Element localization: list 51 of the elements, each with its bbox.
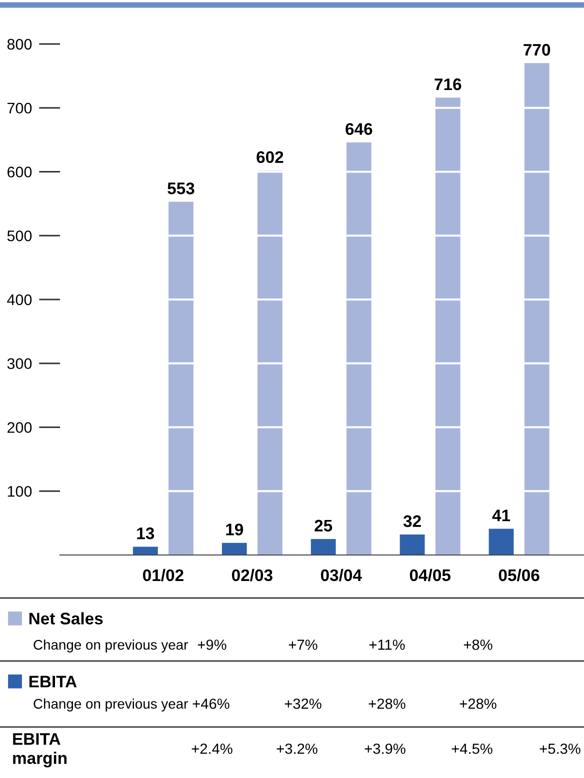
text: +28%: [368, 698, 406, 709]
y-tick-label: 600: [8, 166, 32, 178]
y-tick-label: 300: [7, 358, 32, 370]
bar: [258, 170, 282, 555]
bar: [222, 542, 247, 555]
legend-label: EBITA: [29, 676, 77, 688]
bar: [346, 142, 372, 555]
data-label: 553: [168, 182, 194, 194]
x-tick-label: 05/06: [498, 568, 540, 582]
text: +46%: [192, 698, 230, 709]
x-tick-label: 02/03: [232, 568, 272, 582]
text: EBITA margin: [13, 733, 67, 768]
data-label: 770: [524, 44, 550, 56]
y-tick-label: 500: [7, 230, 32, 242]
bar: [400, 534, 425, 555]
data-label: 602: [256, 151, 284, 164]
text: +3.9%: [364, 744, 406, 754]
bar: [132, 546, 158, 555]
data-label: 25: [314, 520, 332, 532]
text: +9%: [198, 640, 226, 650]
y-tick-label: 200: [8, 422, 32, 433]
bar: [310, 539, 336, 555]
text: +32%: [284, 698, 322, 709]
y-tick-label: 700: [8, 102, 32, 114]
y-tick-label: 100: [8, 486, 32, 497]
data-label: 716: [434, 78, 462, 90]
data-label: 19: [226, 524, 244, 536]
bar: [524, 63, 550, 555]
text: +4.5%: [452, 744, 492, 754]
text: Change on previous year: [34, 698, 188, 712]
data-label: 646: [346, 123, 372, 135]
text: +5.3%: [540, 744, 580, 754]
text: Change on previous year: [34, 640, 188, 652]
text: +7%: [288, 640, 318, 650]
y-tick-label: 800: [7, 38, 32, 50]
bar: [168, 202, 194, 555]
x-tick-label: 03/04: [320, 568, 362, 582]
legend-label: Net Sales: [29, 612, 103, 624]
x-tick-label: 04/05: [410, 568, 450, 582]
x-tick-label: 01/02: [143, 568, 184, 582]
text: +28%: [460, 698, 496, 709]
text: +11%: [369, 640, 405, 650]
bar: [435, 98, 460, 555]
bar: [488, 528, 514, 555]
text: +3.2%: [276, 744, 318, 754]
text: +8%: [464, 640, 492, 650]
data-label: 32: [403, 515, 421, 528]
data-label: 13: [137, 527, 154, 540]
y-tick-label: 400: [7, 294, 32, 306]
text: +2.4%: [192, 744, 232, 754]
data-label: 41: [492, 510, 510, 522]
